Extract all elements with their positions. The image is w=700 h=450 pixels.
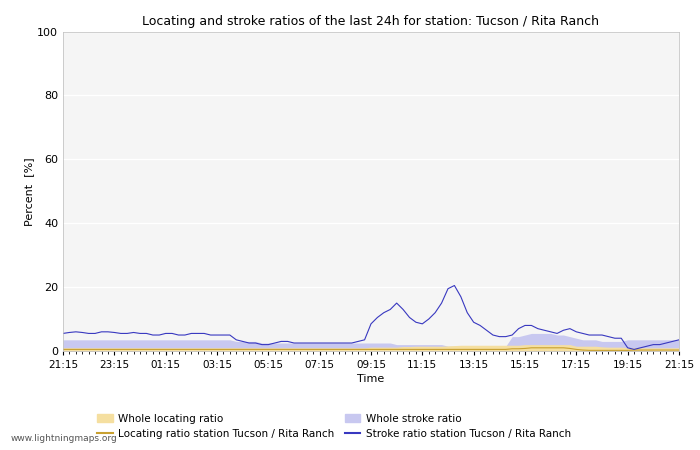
Text: www.lightningmaps.org: www.lightningmaps.org [10, 434, 118, 443]
Legend: Whole locating ratio, Locating ratio station Tucson / Rita Ranch, Whole stroke r: Whole locating ratio, Locating ratio sta… [97, 414, 570, 439]
Y-axis label: Percent  [%]: Percent [%] [25, 157, 34, 225]
Title: Locating and stroke ratios of the last 24h for station: Tucson / Rita Ranch: Locating and stroke ratios of the last 2… [143, 14, 599, 27]
X-axis label: Time: Time [358, 374, 384, 384]
